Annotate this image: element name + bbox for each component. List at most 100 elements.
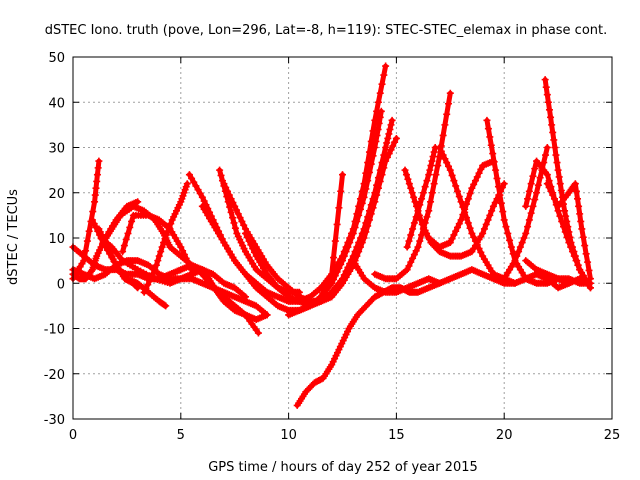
data-point (430, 180, 438, 188)
data-point (489, 150, 497, 158)
data-point (367, 210, 375, 218)
data-point (543, 91, 551, 99)
data-point (380, 164, 388, 172)
data-point (531, 165, 539, 173)
data-point (429, 153, 437, 161)
data-point (573, 257, 581, 265)
data-point (468, 229, 476, 237)
data-point (506, 236, 514, 244)
data-point (134, 284, 142, 292)
data-point (200, 197, 208, 205)
data-point (576, 210, 584, 218)
data-point (82, 247, 90, 255)
data-point (87, 267, 95, 275)
data-point (182, 254, 190, 262)
data-point (483, 116, 491, 124)
data-point (473, 241, 481, 249)
data-point (407, 184, 415, 192)
data-point (410, 251, 418, 259)
data-point (542, 151, 550, 159)
data-point (417, 216, 425, 224)
data-point (570, 248, 578, 256)
data-point (477, 248, 485, 256)
data-point (374, 184, 382, 192)
y-tick-label: -20 (44, 368, 65, 383)
data-point (527, 209, 535, 217)
y-axis-label: dSTEC / TECUs (6, 189, 21, 285)
data-point (545, 106, 553, 114)
data-point (551, 195, 559, 203)
data-point (430, 148, 438, 156)
data-point (497, 199, 505, 207)
data-point (322, 282, 330, 290)
data-point (192, 182, 200, 190)
data-point (441, 121, 449, 129)
data-point (554, 166, 562, 174)
data-point (461, 208, 469, 216)
data-point (480, 225, 488, 233)
data-point (423, 177, 431, 185)
series-26 (500, 144, 551, 283)
series-17 (293, 279, 444, 409)
data-point (340, 252, 348, 260)
data-point (448, 235, 456, 243)
data-point (124, 229, 132, 237)
data-point (217, 171, 225, 179)
data-point (362, 228, 370, 236)
data-point (452, 182, 460, 190)
data-point (161, 235, 169, 243)
data-point (524, 223, 532, 231)
data-point (418, 195, 426, 203)
data-point (364, 177, 372, 185)
data-point (383, 153, 391, 161)
data-point (499, 208, 507, 216)
data-point (403, 243, 411, 251)
data-point (448, 171, 456, 179)
data-point (500, 180, 508, 188)
data-point (574, 195, 582, 203)
data-point (426, 166, 434, 174)
series-28 (541, 76, 594, 292)
data-point (94, 164, 102, 172)
data-point (446, 166, 454, 174)
data-point (550, 136, 558, 144)
data-point (185, 171, 193, 179)
data-point (378, 80, 386, 88)
data-point (374, 98, 382, 106)
data-point (453, 187, 461, 195)
data-point (568, 243, 576, 251)
data-point (119, 248, 127, 256)
data-point (158, 243, 166, 251)
plot-area (69, 62, 594, 409)
y-tick-label: 10 (48, 232, 65, 247)
data-point (549, 128, 557, 136)
y-tick-label: 50 (48, 51, 65, 66)
data-point (439, 131, 447, 139)
data-point (128, 217, 136, 225)
data-point (443, 159, 451, 167)
data-point (409, 254, 417, 262)
data-point (337, 187, 345, 195)
data-point (382, 62, 390, 70)
data-point (491, 199, 499, 207)
data-point (450, 177, 458, 185)
data-point (545, 183, 553, 191)
data-point (421, 183, 429, 191)
data-point (586, 284, 594, 292)
data-point (91, 191, 99, 199)
data-point (380, 71, 388, 79)
series-11 (216, 166, 303, 296)
data-point (371, 144, 379, 151)
data-point (543, 180, 551, 188)
data-point (369, 204, 377, 212)
x-tick-label: 20 (496, 428, 513, 443)
data-point (229, 214, 237, 222)
data-point (488, 207, 496, 215)
data-point (502, 223, 510, 231)
data-point (407, 258, 415, 266)
data-point (490, 158, 498, 166)
data-point (83, 237, 91, 245)
data-point (180, 251, 188, 259)
data-point (356, 205, 364, 213)
data-point (337, 260, 345, 268)
